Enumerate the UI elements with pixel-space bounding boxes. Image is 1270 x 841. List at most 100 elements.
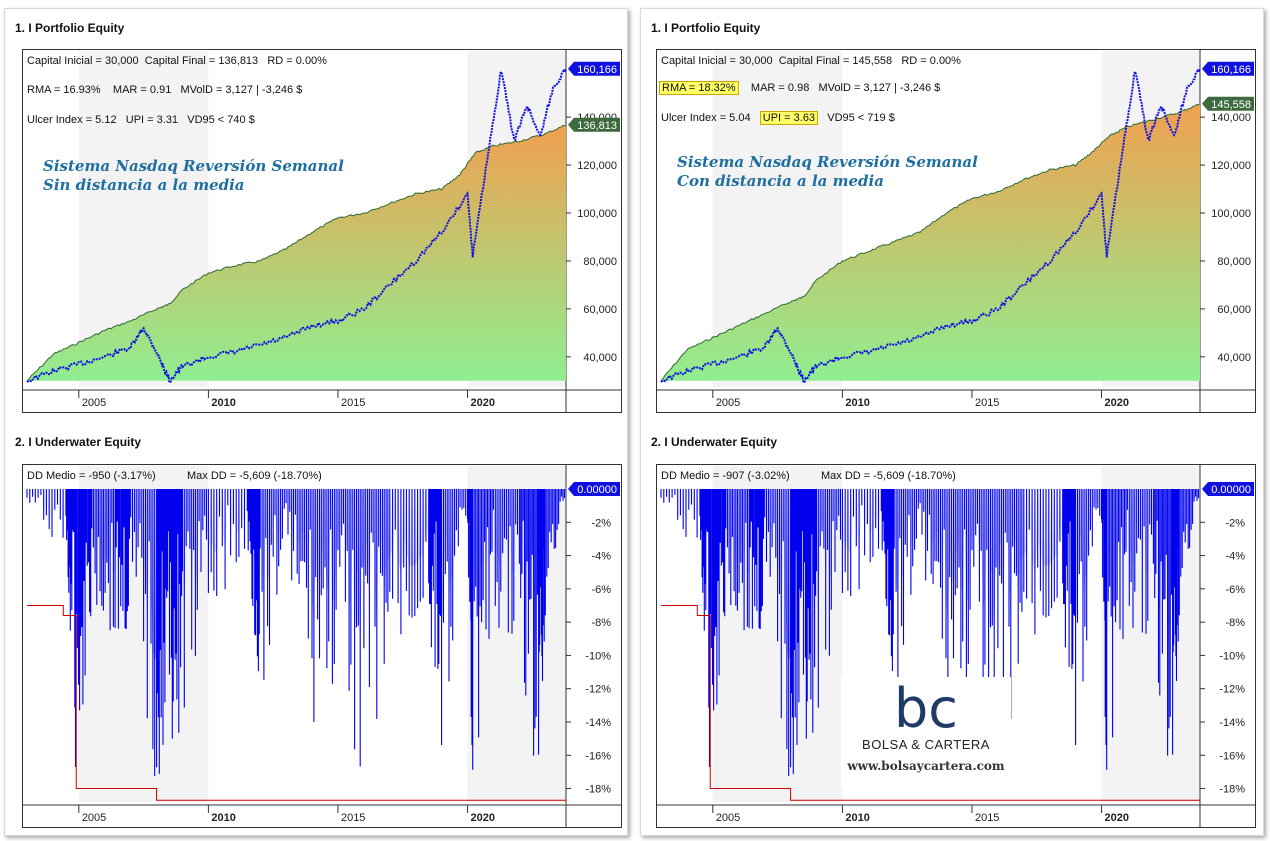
x-tick-label: 2020 [1105,397,1129,409]
y-tick-label: -8% [1225,617,1245,629]
max-dd: Max DD = -5,609 (-18.70%) [821,470,956,482]
stats-line-3: Ulcer Index = 5.12 UPI = 3.31 VD95 < 740… [27,114,255,126]
rma-value: RMA = 16.93% [27,84,101,96]
y-tick-label: -16% [585,750,611,762]
y-tick-label: -16% [1219,750,1245,762]
end-value-tag-label: 136,813 [577,120,617,132]
end-value-tag-shape [568,117,620,132]
y-tick-label: -4% [1225,551,1245,563]
end-value-tag-label: 160,166 [1211,64,1251,76]
y-tick-label: 140,000 [1211,112,1251,124]
vd95-value: VD95 < 740 $ [187,114,255,126]
stats-line-1: Capital Inicial = 30,000 Capital Final =… [661,55,961,67]
y-tick-label: 100,000 [577,208,617,220]
equity-chart[interactable]: 2005 2010 2015 2020 40,000 60,000 80,000 100,00… [22,49,622,413]
x-tick-label: 2020 [471,812,495,824]
capital-final: Capital Final = 136,813 [144,55,259,67]
equity-end-tag: 136,813 [568,117,620,132]
y-tick-label: 40,000 [583,352,617,364]
y-tick-label: 80,000 [1217,256,1251,268]
equity-line [660,103,1201,382]
y-tick-label: -6% [591,584,611,596]
mvold-value: MVolD = 3,127 | -3,246 $ [180,84,303,96]
drawdown-end-tag: 0.00000 [1202,482,1254,496]
drawdown-end-tag: 0.00000 [568,482,620,496]
x-tick-label: 2010 [845,397,869,409]
underwater-chart-svg: 2005 2010 2015 2020 -2% -4% -6% -8% -10% -12% -14%… [23,465,621,827]
end-value-tag-shape [1202,96,1254,111]
stats-line-3: Ulcer Index = 5.04 UPI = 3.63 VD95 < 719… [661,111,895,125]
rma-value-highlight: RMA = 18.32% [659,81,739,95]
y-tick-label: -6% [1225,584,1245,596]
x-tick-label: 2005 [82,397,106,409]
rd-value: RD = 0.00% [267,55,327,67]
x-tick-label: 2010 [845,812,869,824]
y-tick-label: -4% [591,551,611,563]
x-tick-label: 2005 [82,812,106,824]
capital-inicial: Capital Inicial = 30,000 [27,55,139,67]
y-tick-label: -12% [585,684,611,696]
capital-final: Capital Final = 145,558 [778,55,893,67]
equity-end-tag: 145,558 [1202,96,1254,111]
benchmark-end-tag: 160,166 [1202,61,1254,76]
stats-line-1: Capital Inicial = 30,000 Capital Final =… [27,55,327,67]
dd-medio: DD Medio = -907 (-3.02%) [661,470,790,482]
y-tick-label: 120,000 [1211,160,1251,172]
underwater-line [26,489,566,776]
x-tick-label: 2015 [341,812,365,824]
right-panel: 1. I Portfolio Equity 2005 2010 2015 2020 40… [640,8,1264,836]
benchmark-line [660,68,1201,385]
underwater-chart[interactable]: 2005 2010 2015 2020 -2% -4% -6% -8% -10% -12% -14%… [22,464,622,828]
y-tick-label: -10% [585,650,611,662]
logo-url[interactable]: www.bolsaycartera.com [847,759,1005,773]
equity-chart-svg: 2005 2010 2015 2020 40,000 60,000 80,000 100,00… [23,50,621,412]
rd-value: RD = 0.00% [901,55,961,67]
vd95-value: VD95 < 719 $ [827,112,895,124]
end-value-tag-label: 0.00000 [1211,484,1251,496]
max-dd: Max DD = -5,609 (-18.70%) [187,470,322,482]
underwater-line [660,489,1200,776]
equity-chart-title: 1. I Portfolio Equity [15,21,125,35]
x-tick-label: 2010 [211,397,235,409]
y-tick-label: 120,000 [577,160,617,172]
ulcer-index: Ulcer Index = 5.04 [661,112,751,124]
ulcer-index: Ulcer Index = 5.12 [27,114,117,126]
x-tick-label: 2015 [975,397,999,409]
underwater-chart-title: 2. I Underwater Equity [651,435,778,449]
system-title-line-2: Con distancia a la media [677,172,884,190]
equity-chart-svg: 2005 2010 2015 2020 40,000 60,000 80,000 100,00… [657,50,1255,412]
left-panel: 1. I Portfolio Equity 2005 2010 2015 2020 40… [4,8,628,836]
y-tick-label: 80,000 [583,256,617,268]
equity-line [26,124,567,382]
max-drawdown-line [27,604,566,801]
y-tick-label: -2% [591,517,611,529]
logo-mark: bc [894,677,958,740]
equity-chart-title: 1. I Portfolio Equity [651,21,761,35]
upi-value: UPI = 3.31 [125,114,179,126]
y-tick-label: 60,000 [1217,304,1251,316]
max-drawdown-line [661,604,1200,801]
y-tick-label: -14% [585,717,611,729]
y-tick-label: -18% [585,784,611,796]
end-value-tag-shape [568,61,620,76]
x-tick-label: 2020 [471,397,495,409]
equity-area-fill [661,103,1200,381]
y-tick-label: -10% [1219,650,1245,662]
end-value-tag-label: 145,558 [1211,99,1251,111]
y-tick-label: 100,000 [1211,208,1251,220]
system-title-line-1: Sistema Nasdaq Reversión Semanal [43,157,344,175]
end-value-tag-label: 0.00000 [577,484,617,496]
y-tick-label: -8% [591,617,611,629]
y-tick-label: -2% [1225,517,1245,529]
mar-value: MAR = 0.91 [112,84,172,96]
y-tick-label: 40,000 [1217,352,1251,364]
logo-name: BOLSA & CARTERA [862,737,990,752]
end-value-tag-label: 160,166 [577,64,617,76]
y-tick-label: 60,000 [583,304,617,316]
x-tick-label: 2005 [716,397,740,409]
equity-chart[interactable]: 2005 2010 2015 2020 40,000 60,000 80,000 100,00… [656,49,1256,413]
x-tick-label: 2005 [716,812,740,824]
underwater-chart-title: 2. I Underwater Equity [15,435,142,449]
mvold-value: MVolD = 3,127 | -3,246 $ [818,82,941,94]
mar-value: MAR = 0.98 [750,82,810,94]
